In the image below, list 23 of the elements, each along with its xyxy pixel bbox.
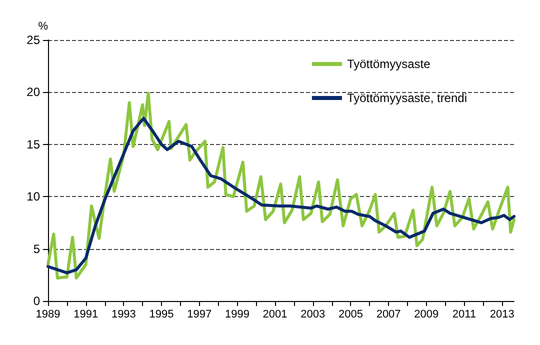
- x-tick-label: 1991: [74, 308, 98, 320]
- y-tick-label: 0: [33, 294, 40, 308]
- x-tick-label: 2003: [300, 308, 326, 320]
- x-tick-label: 2011: [452, 308, 476, 320]
- x-tick-label: 2007: [376, 308, 401, 320]
- line-series: [46, 116, 516, 274]
- x-tick-label: 1993: [111, 308, 136, 320]
- y-tick-label: 5: [33, 242, 40, 256]
- legend-label: Työttömyysaste: [346, 57, 431, 71]
- x-tick-label: 2013: [490, 308, 514, 320]
- x-tick-label: 1995: [149, 308, 174, 320]
- y-tick-label: 25: [26, 33, 40, 47]
- x-tick-label: 2005: [338, 308, 363, 320]
- y-tick-label: 15: [26, 137, 40, 152]
- y-tick-label: 20: [26, 85, 40, 100]
- x-tick-label: 1989: [36, 308, 60, 320]
- x-tick-label: 1997: [187, 308, 212, 320]
- y-tick-label: 10: [26, 190, 40, 204]
- x-tick-label: 1999: [224, 308, 250, 320]
- x-tick-label: 2001: [262, 308, 288, 320]
- legend-label: Työttömyysaste, trendi: [346, 91, 467, 105]
- x-tick-label: 2009: [414, 308, 439, 320]
- y-axis-title: %: [38, 20, 48, 32]
